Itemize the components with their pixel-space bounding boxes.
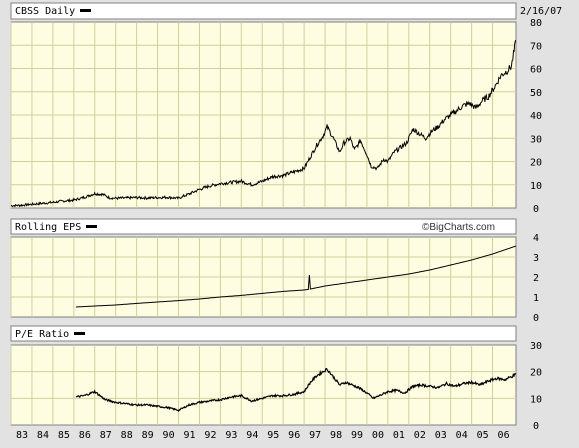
eps-header-bar (10, 218, 517, 235)
x-axis-labels: 83 84 85 86 87 88 89 90 91 92 93 94 95 96 97 98 99 00 01 02… (16, 430, 510, 441)
eps-y-tick-label: 4 (533, 233, 539, 244)
price-gridlines (10, 22, 516, 208)
x-tick-label: 03 (435, 430, 447, 441)
eps-y-tick-label: 3 (533, 253, 539, 264)
pe-plot-area (10, 344, 517, 426)
pe-title: P/E Ratio (15, 329, 69, 340)
x-tick-label: 06 (498, 430, 510, 441)
price-y-tick-label: 20 (530, 158, 542, 169)
x-tick-label: 90 (163, 430, 175, 441)
eps-y-axis: 0 1 2 3 4 (533, 233, 539, 324)
x-tick-label: 96 (288, 430, 300, 441)
x-tick-label: 91 (183, 430, 195, 441)
x-tick-label: 93 (225, 430, 237, 441)
x-tick-label: 87 (100, 430, 112, 441)
x-tick-label: 83 (16, 430, 28, 441)
x-tick-label: 98 (330, 430, 342, 441)
eps-y-tick-label: 2 (533, 273, 539, 284)
price-y-tick-label: 30 (530, 134, 542, 145)
x-tick-label: 85 (58, 430, 70, 441)
x-tick-label: 02 (414, 430, 426, 441)
x-tick-label: 86 (79, 430, 91, 441)
price-line (10, 40, 517, 208)
eps-y-tick-label: 0 (533, 313, 539, 324)
pe-y-axis: 0 10 20 30 (530, 341, 542, 432)
x-tick-label: 84 (37, 430, 49, 441)
price-y-tick-label: 10 (530, 181, 542, 192)
x-tick-label: 97 (309, 430, 321, 441)
price-y-tick-label: 0 (533, 204, 539, 215)
pe-y-tick-label: 20 (530, 368, 542, 379)
price-header-bar (10, 2, 517, 20)
x-tick-label: 89 (142, 430, 154, 441)
price-y-tick-label: 80 (530, 18, 542, 29)
x-tick-label: 00 (372, 430, 384, 441)
x-tick-label: 04 (456, 430, 468, 441)
pe-y-tick-label: 0 (533, 421, 539, 432)
x-tick-label: 94 (246, 430, 258, 441)
x-tick-label: 95 (267, 430, 279, 441)
pe-gridlines (10, 345, 516, 425)
pe-line (75, 367, 517, 412)
price-y-tick-label: 70 (530, 41, 542, 52)
price-title: CBSS Daily (15, 6, 75, 17)
price-y-axis: 0 10 20 30 40 50 60 70 80 (530, 18, 542, 215)
price-y-tick-label: 40 (530, 111, 542, 122)
eps-title: Rolling EPS (15, 222, 81, 233)
price-y-tick-label: 60 (530, 65, 542, 76)
x-tick-label: 88 (121, 430, 133, 441)
chart-date: 2/16/07 (520, 6, 562, 17)
x-tick-label: 05 (477, 430, 489, 441)
eps-line (75, 245, 517, 308)
pe-y-tick-label: 30 (530, 341, 542, 352)
x-tick-label: 01 (393, 430, 405, 441)
pe-header-bar (10, 325, 517, 342)
bigcharts-watermark: ©BigCharts.com (422, 222, 495, 233)
price-y-tick-label: 50 (530, 88, 542, 99)
eps-y-tick-label: 1 (533, 293, 539, 304)
x-tick-label: 92 (204, 430, 216, 441)
x-tick-label: 99 (351, 430, 363, 441)
pe-y-tick-label: 10 (530, 394, 542, 405)
